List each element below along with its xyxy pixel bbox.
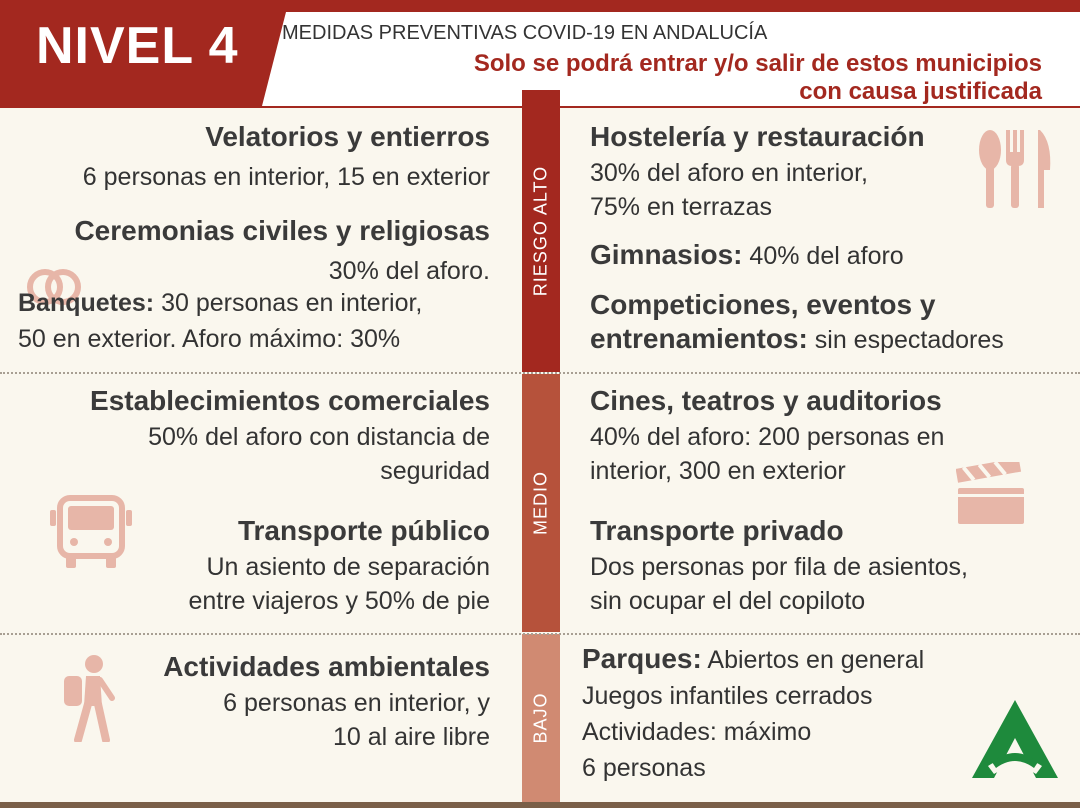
competiciones-text: sin espectadores — [807, 326, 1004, 354]
top-strip — [0, 0, 1080, 10]
wedding-rings-icon — [26, 266, 82, 313]
banquetes-line-1: Banquetes: 30 personas en interior, — [18, 286, 422, 320]
comerciales-block: Establecimientos comerciales 50% del afo… — [90, 384, 490, 488]
risk-label-medio: MEDIO — [530, 470, 551, 536]
risk-label-bajo: BAJO — [530, 692, 551, 744]
competiciones-label: entrenamientos: — [590, 323, 808, 354]
bottom-strip — [0, 802, 1080, 808]
banquetes-label: Banquetes: — [18, 289, 155, 317]
hosteleria-block: Hostelería y restauración 30% del aforo … — [590, 120, 925, 224]
hiker-icon — [60, 654, 120, 747]
cines-text-2: interior, 300 en exterior — [590, 457, 846, 485]
hosteleria-title: Hostelería y restauración — [590, 121, 925, 152]
cines-block: Cines, teatros y auditorios 40% del afor… — [590, 384, 944, 488]
risk-bar-bajo: BAJO — [522, 634, 560, 802]
competiciones-title: Competiciones, eventos y — [590, 289, 936, 320]
ambientales-title: Actividades ambientales — [163, 651, 490, 682]
ceremonias-text: 30% del aforo. — [328, 257, 490, 285]
hosteleria-text-1: 30% del aforo en interior, — [590, 159, 868, 187]
parques-label: Parques: — [582, 643, 702, 674]
clapperboard-icon — [955, 457, 1026, 531]
transporte-privado-text-1: Dos personas por fila de asientos, — [590, 553, 968, 581]
notice: Solo se podrá entrar y/o salir de estos … — [382, 50, 1042, 106]
banquetes-text-1: 30 personas en interior, — [154, 289, 423, 317]
banquetes-text-2: 50 en exterior. Aforo máximo: 30% — [18, 325, 401, 353]
transporte-privado-block: Transporte privado Dos personas por fila… — [590, 514, 968, 618]
competiciones-block: Competiciones, eventos y entrenamientos:… — [590, 288, 1004, 357]
header-white-panel — [262, 12, 1080, 106]
ambientales-text-1: 6 personas en interior, y — [223, 689, 490, 717]
transporte-publico-title: Transporte público — [237, 515, 490, 546]
cines-text-1: 40% del aforo: 200 personas en — [590, 423, 945, 451]
comerciales-title: Establecimientos comerciales — [90, 385, 490, 416]
risk-bar-alto: RIESGO ALTO — [522, 90, 560, 372]
transporte-publico-block: Transporte público Un asiento de separac… — [188, 514, 490, 618]
divider-medio-bajo — [0, 633, 1080, 635]
bus-icon — [50, 494, 132, 577]
gimnasios-line: Gimnasios: 40% del aforo — [590, 238, 904, 273]
comerciales-text-1: 50% del aforo con distancia de — [148, 423, 490, 451]
ceremonias-title: Ceremonias civiles y religiosas — [74, 215, 490, 246]
transporte-privado-title: Transporte privado — [590, 515, 844, 546]
parques-text-2: Juegos infantiles cerrados — [582, 682, 873, 710]
risk-bar-medio: MEDIO — [522, 374, 560, 632]
ambientales-block: Actividades ambientales 6 personas en in… — [163, 650, 490, 754]
competiciones-line-2: entrenamientos: sin espectadores — [590, 322, 1004, 357]
parques-text-3: Actividades: máximo — [582, 718, 812, 746]
subtitle: MEDIDAS PREVENTIVAS COVID-19 EN ANDALUCÍ… — [282, 22, 768, 44]
fork-knife-icon — [976, 128, 1056, 215]
parques-text-4: 6 personas — [582, 754, 706, 782]
velatorios-title: Velatorios y entierros — [205, 121, 490, 152]
divider-alto-medio — [0, 372, 1080, 374]
level-title: NIVEL 4 — [36, 17, 239, 75]
cines-title: Cines, teatros y auditorios — [590, 385, 942, 416]
risk-label-alto: RIESGO ALTO — [530, 165, 551, 297]
hosteleria-text-2: 75% en terrazas — [590, 193, 773, 221]
ceremonias-block: Ceremonias civiles y religiosas 30% del … — [74, 214, 490, 288]
ambientales-text-2: 10 al aire libre — [332, 723, 490, 751]
gimnasios-text: 40% del aforo — [742, 242, 904, 270]
parques-block: Parques: Abiertos en general Juegos infa… — [582, 642, 924, 785]
comerciales-text-2: seguridad — [380, 457, 490, 485]
parques-text-1: Abiertos en general — [701, 646, 925, 674]
velatorios-text: 6 personas en interior, 15 en exterior — [82, 163, 490, 191]
velatorios-block: Velatorios y entierros 6 personas en int… — [83, 120, 490, 194]
gimnasios-label: Gimnasios: — [590, 239, 743, 270]
notice-line-2: con causa justificada — [799, 78, 1042, 105]
parques-line-1: Parques: Abiertos en general — [582, 642, 924, 677]
notice-line-1: Solo se podrá entrar y/o salir de estos … — [473, 50, 1042, 77]
junta-andalucia-logo — [970, 698, 1060, 785]
transporte-publico-text-1: Un asiento de separación — [206, 553, 490, 581]
transporte-publico-text-2: entre viajeros y 50% de pie — [188, 587, 490, 615]
transporte-privado-text-2: sin ocupar el del copiloto — [590, 587, 866, 615]
